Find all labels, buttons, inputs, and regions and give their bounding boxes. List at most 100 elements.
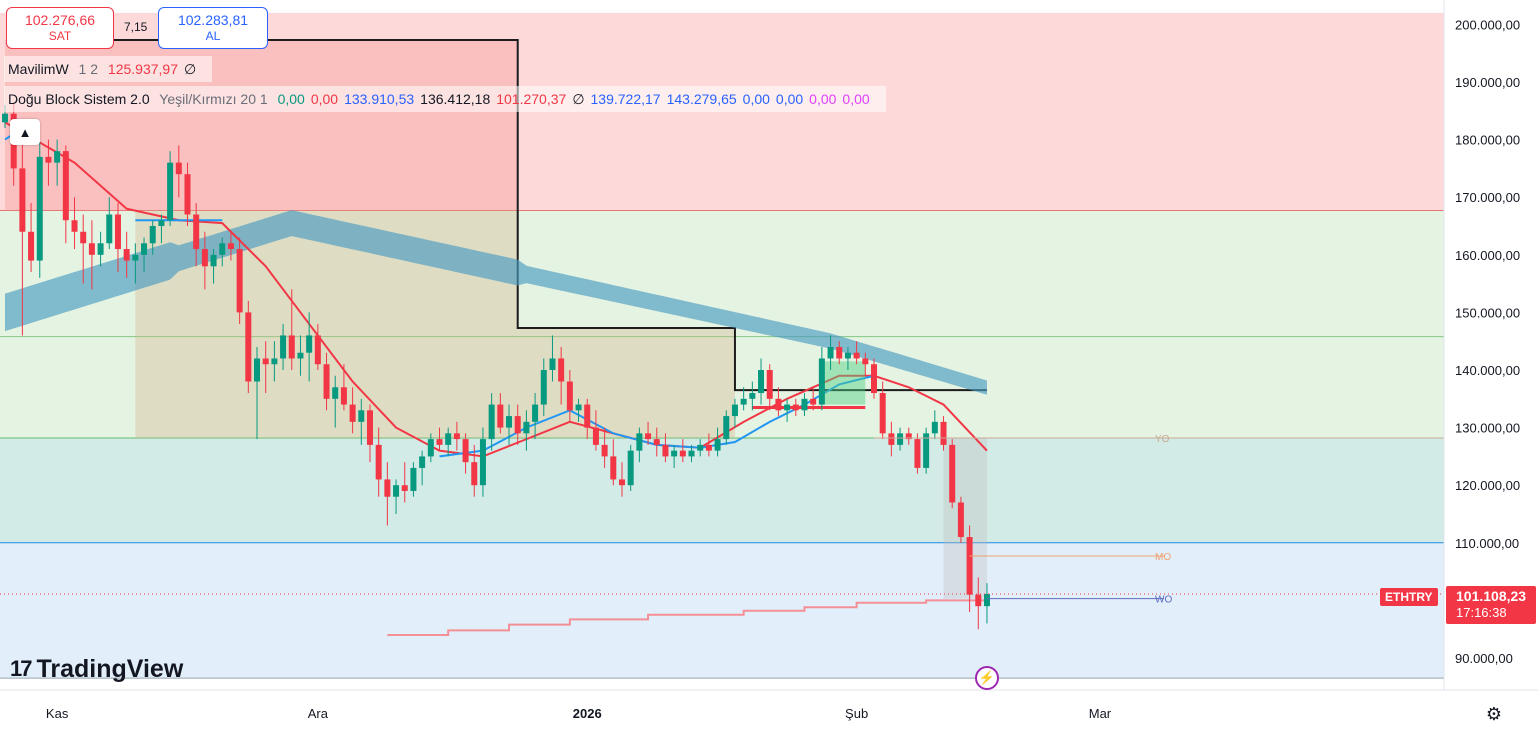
candle-body [332,387,339,399]
candle-body [149,226,156,244]
candle-body [36,156,43,261]
candle-body [497,404,504,428]
candle-body [749,393,756,399]
candle-body [792,404,799,411]
y-tick-label: 160.000,00 [1455,248,1520,263]
candle-body [28,231,35,261]
x-tick-label: Mar [1089,706,1112,721]
candle-body [723,416,730,440]
candle-body [575,404,582,411]
step-line [48,38,987,392]
candle-body [184,174,191,215]
candle-body [375,444,382,480]
candle-body [80,231,87,244]
candle-body [888,433,895,445]
candle-body [514,416,521,434]
candle-body [488,404,495,440]
y-tick-label: 170.000,00 [1455,190,1520,205]
candle-body [827,346,834,359]
gear-icon[interactable]: ⚙ [1485,704,1503,724]
candle-body [879,393,886,434]
candle-body [523,421,530,434]
candle-body [227,243,234,250]
buy-label: AL [205,29,221,43]
candle-body [671,450,678,457]
candle-body [914,439,921,468]
candle-body [19,168,26,232]
last-price-tag: 101.108,23 17:16:38 [1446,586,1536,624]
level-label: WO [1155,595,1172,606]
indicator-value: 0,00 [775,91,804,107]
x-axis[interactable]: Kas Ara 2026 Şub Mar [0,689,1538,721]
candle-body [288,335,295,359]
candle-body [714,439,721,451]
buy-price: 102.283,81 [177,12,249,28]
buy-button[interactable]: 102.283,81 AL [158,7,268,49]
candle-body [506,416,513,428]
tradingview-logo[interactable]: 17 TradingView [10,654,183,684]
indicator-value: 125.937,97 [107,61,178,77]
candle-body [106,214,113,244]
y-tick-label: 110.000,00 [1455,536,1519,551]
candle-body [688,450,695,457]
candle-body [871,364,877,394]
candle-body [705,444,712,451]
indicator-legend-dogu-block[interactable]: Doğu Block Sistem 2.0 Yeşil/Kırmızı 20 1… [4,86,886,112]
candle-body [592,427,599,445]
candle-body [314,335,321,365]
candle-body [158,220,165,226]
y-tick-label: 120.000,00 [1455,478,1520,493]
candle-body [306,335,313,353]
indicator-name: Doğu Block Sistem 2.0 [8,91,150,107]
indicator-name: MavilimW [8,61,69,77]
candle-body [2,113,8,123]
candle-body [645,433,652,440]
candle-body [957,502,964,538]
x-tick-label: Ara [308,706,329,721]
y-axis[interactable]: 90.000,00 110.000,00 120.000,00 130.000,00 1… [1443,0,1520,690]
candle-body [784,404,791,411]
candle-body [810,398,817,405]
candle-body [54,151,61,163]
candle-body [384,479,391,497]
collapse-legend-button[interactable]: ▲ [10,119,40,145]
sell-label: SAT [48,29,72,43]
candle-body [323,364,330,399]
candle-body [479,439,486,486]
trailing-line [387,599,987,636]
candle-body [966,537,973,595]
candle-body [662,444,669,457]
candle-body [844,352,851,359]
x-tick-label: Kas [46,706,69,721]
indicator-legend-mavilim[interactable]: MavilimW 1 2 125.937,97 ∅ [4,56,213,82]
candle-body [445,433,452,445]
candle-body [427,439,434,457]
x-tick-label: 2026 [573,706,602,721]
candle-body [219,243,226,255]
y-tick-label: 140.000,00 [1455,363,1520,378]
sell-button[interactable]: 102.276,66 SAT [6,7,114,49]
candle-body [679,450,686,457]
candle-body [340,387,347,405]
bar-countdown: 17:16:38 [1456,605,1507,620]
candle-body [167,162,174,221]
spread-value: 7,15 [124,20,148,34]
candle-body [453,433,460,440]
candle-body [245,312,252,382]
indicator-value: 143.279,65 [666,91,737,107]
candle-body [123,249,130,261]
candle-body [436,439,443,445]
candle-body [627,450,634,486]
sell-price: 102.276,66 [24,12,96,28]
candle-body [549,358,556,370]
candle-body [401,485,408,491]
candle-body [853,352,860,359]
candle-body [818,358,825,405]
candle-body [697,444,704,451]
indicator-params: 1 2 [78,61,99,77]
lightning-icon[interactable]: ⚡ [975,666,999,690]
candle-body [558,358,565,382]
indicator-value: 101.270,37 [496,91,567,107]
zone-bands [0,12,1444,679]
